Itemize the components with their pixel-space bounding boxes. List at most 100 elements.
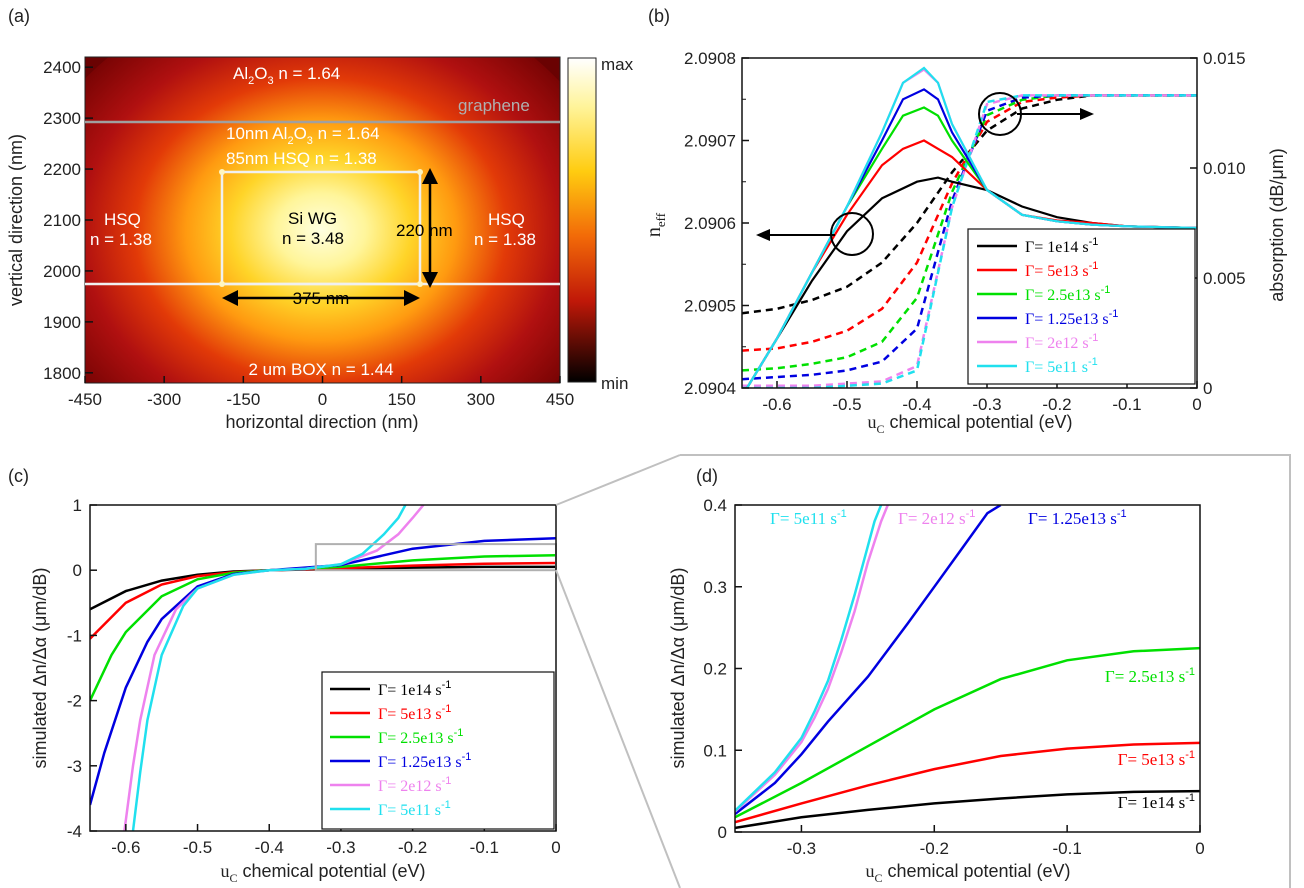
x-tick-label: -0.3: [972, 395, 1001, 414]
panel-b-label: (b): [648, 6, 670, 26]
legend-entry: Γ= 5e13 s-1: [1025, 260, 1098, 280]
hsq-right-label: HSQ: [488, 210, 525, 229]
colorbar: [567, 57, 597, 383]
panel-a: (a) Al2O3 n = 1.64 graphene 10nm Al2O3 n…: [6, 6, 634, 432]
ratio-line-5e11: [735, 505, 883, 812]
y-tick-label: 0: [1203, 379, 1212, 398]
colorbar-min-label: min: [601, 374, 628, 393]
corner-hotspot: [417, 169, 423, 175]
y-tick-label: 0.4: [703, 496, 727, 515]
y-tick-label: 0: [718, 823, 727, 842]
hsq-left-index: n = 1.38: [90, 230, 152, 249]
hsq-left-label: HSQ: [104, 210, 141, 229]
legend-entry: Γ= 1e14 s-1: [1025, 236, 1098, 256]
y-tick-label: 2300: [43, 109, 81, 128]
absorption-arrow-head: [1080, 108, 1094, 120]
x-tick-label: -0.2: [398, 838, 427, 857]
x-tick-label: -0.6: [111, 838, 140, 857]
neff-marker-circle: [830, 212, 874, 256]
series-clip: [735, 505, 1200, 830]
hsq-right-index: n = 1.38: [474, 230, 536, 249]
legend-entry: Γ= 5e13 s-1: [378, 703, 451, 723]
legend-box: [321, 671, 555, 830]
zoom-connector: [555, 569, 681, 888]
x-tick-label: -0.2: [1042, 395, 1071, 414]
panel-c-label: (c): [8, 466, 29, 486]
ratio-line-1.25e13: [735, 505, 1002, 815]
x-ticks: -0.3 -0.2 -0.1 0: [787, 825, 1205, 858]
y-tick-label: 2000: [43, 262, 81, 281]
box-label: 2 um BOX n = 1.44: [248, 360, 393, 379]
x-tick-label: -0.1: [470, 838, 499, 857]
panel-d-label: (d): [696, 466, 718, 486]
legend-entry: Γ= 1.25e13 s-1: [1025, 308, 1118, 328]
y-ticks-right: 0 0.005 0.010 0.015: [1190, 49, 1246, 398]
corner-hotspot: [417, 281, 423, 287]
panel-a-label: (a): [8, 6, 30, 26]
series-label: Γ= 1.25e13 s-1: [1028, 508, 1127, 528]
y-tick-label: 2400: [43, 58, 81, 77]
y-tick-label: 1800: [43, 364, 81, 383]
legend-entry: Γ= 1e14 s-1: [378, 679, 451, 699]
y-axis-right-label: absorption (dB/μm): [1267, 148, 1287, 301]
series-clip: [742, 66, 1197, 388]
neff-line-5e11: [745, 66, 1197, 388]
x-tick-label: 0: [1192, 395, 1201, 414]
y-tick-label: 1900: [43, 313, 81, 332]
x-axis-label: uC chemical potential (eV): [220, 861, 425, 885]
zoom-outline: [680, 454, 1291, 888]
y-axis-label: vertical direction (nm): [6, 134, 26, 306]
x-tick-label: -0.1: [1052, 839, 1081, 858]
y-axis-left-label: neff: [643, 212, 668, 237]
y-tick-label: 2.0907: [684, 132, 736, 151]
waveguide-outline: [220, 170, 422, 286]
width-label: 375 nm: [293, 289, 350, 308]
x-tick-label: -0.1: [1112, 395, 1141, 414]
height-arrow-head: [422, 272, 438, 288]
y-ticks: 1800 1900 2000 2100 2200 2300 2400: [43, 58, 93, 383]
y-tick-label: 0.005: [1203, 269, 1246, 288]
x-tick-label: -0.3: [326, 838, 355, 857]
series-label: Γ= 5e13 s-1: [1118, 749, 1195, 769]
legend-entry: Γ= 5e11 s-1: [1025, 356, 1098, 376]
ratio-line-5e13: [90, 561, 556, 640]
y-tick-label: 1: [73, 496, 82, 515]
panel-d: (d) -0.3 -0.2 -0.1 0 0 0.1 0.2 0.3 0.4 Γ= 1e14 …: [668, 466, 1205, 885]
legend: Γ= 1e14 s-1 Γ= 5e13 s-1 Γ= 2.5e13 s-1 Γ= 1.…: [967, 228, 1196, 385]
y-tick-label: 0.015: [1203, 49, 1246, 68]
y-ticks-left: 2.0904 2.0905 2.0906 2.0907 2.0908: [684, 49, 749, 398]
ratio-line-5e11: [131, 505, 407, 831]
absorption-line-2e12: [742, 94, 1197, 388]
x-tick-label: 300: [467, 390, 495, 409]
legend-entry: Γ= 1.25e13 s-1: [378, 751, 471, 771]
legend-entry: Γ= 2.5e13 s-1: [1025, 284, 1110, 304]
x-tick-label: -0.2: [920, 839, 949, 858]
si-wg-label: Si WG: [288, 209, 337, 228]
ratio-line-1e14: [90, 565, 556, 611]
panel-b: (b) -0.6 -0.5 -0.4 -0.3 -0.2 -0.1 0 2.09042.09…: [643, 6, 1287, 436]
colorbar-max-label: max: [601, 55, 634, 74]
x-tick-label: -150: [226, 390, 260, 409]
y-tick-label: 2.0908: [684, 49, 736, 68]
y-ticks: 0 0.1 0.2 0.3 0.4: [703, 496, 742, 842]
x-ticks: -450 -300 -150 0 150 300 450: [68, 376, 574, 409]
neff-line-5e13: [745, 139, 1197, 388]
neff-arrow-head: [756, 229, 770, 241]
x-tick-label: -0.3: [787, 839, 816, 858]
x-tick-label: -0.6: [762, 395, 791, 414]
al2o3-thin-label: 10nm Al2O3 n = 1.64: [226, 124, 380, 147]
ratio-line-2.5e13: [735, 646, 1200, 819]
ratio-line-1.25e13: [90, 537, 556, 806]
x-tick-label: 0: [1195, 839, 1204, 858]
y-tick-label: -4: [67, 822, 82, 841]
ratio-line-1e14: [735, 789, 1200, 830]
x-tick-label: 150: [387, 390, 415, 409]
legend-entry: Γ= 2.5e13 s-1: [378, 727, 463, 747]
series-label: Γ= 5e11 s-1: [770, 508, 847, 528]
zoom-connector: [555, 454, 681, 506]
x-tick-label: -0.4: [255, 838, 284, 857]
x-ticks: -0.6 -0.5 -0.4 -0.3 -0.2 -0.1 0: [762, 381, 1202, 414]
hsq-top-label: 85nm HSQ n = 1.38: [226, 149, 377, 168]
ratio-line-2e12: [735, 505, 889, 813]
x-tick-label: 450: [546, 390, 574, 409]
